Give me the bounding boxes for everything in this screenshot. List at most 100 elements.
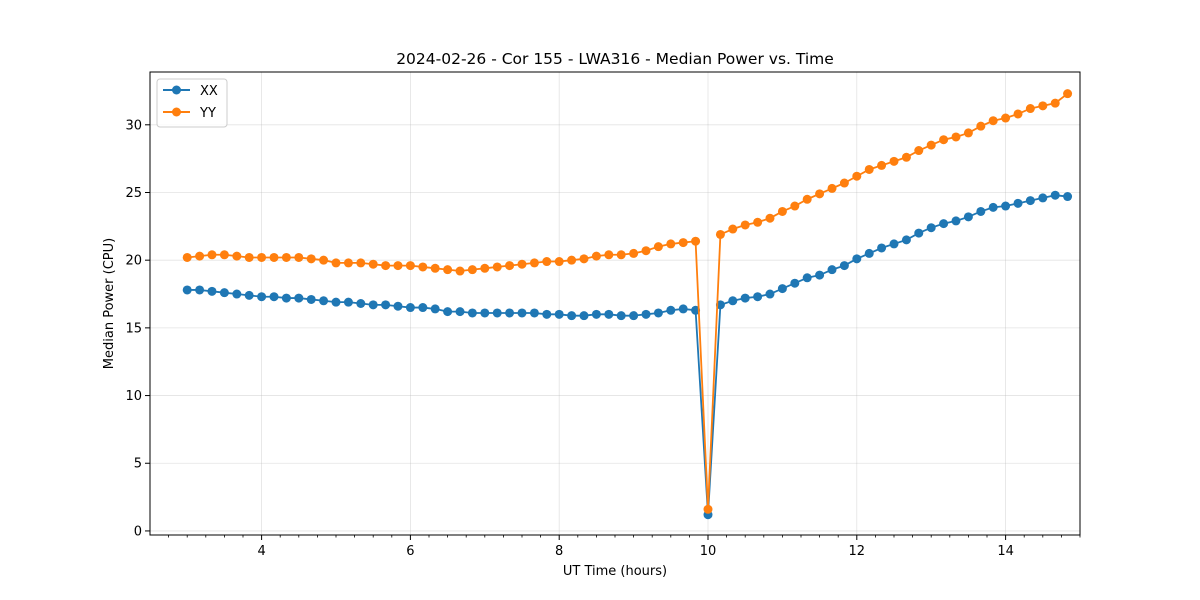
data-point-yy [815,189,825,199]
data-point-xx [480,308,490,318]
data-point-xx [269,292,279,302]
data-point-yy [579,254,589,264]
data-point-yy [1001,113,1011,123]
data-point-xx [368,300,378,310]
data-point-yy [381,261,391,271]
data-point-xx [939,219,949,229]
data-point-xx [207,286,217,296]
data-point-yy [839,178,849,188]
data-point-yy [219,250,229,260]
data-point-xx [728,296,738,306]
data-point-yy [281,252,291,262]
data-point-xx [591,309,601,319]
data-point-yy [195,251,205,261]
data-point-yy [443,265,453,275]
data-point-yy [356,258,366,268]
data-point-yy [976,121,986,131]
data-point-yy [430,263,440,273]
y-tick-label: 20 [125,254,142,269]
x-tick-label: 8 [555,544,563,559]
data-point-xx [430,304,440,314]
data-point-xx [629,311,639,321]
legend-marker-yy [172,107,181,117]
data-point-yy [567,255,577,265]
data-point-xx [777,284,787,294]
data-point-xx [505,308,515,318]
data-point-xx [405,303,415,313]
data-point-yy [629,248,639,258]
data-point-xx [889,239,899,249]
y-tick-label: 10 [125,389,142,404]
data-point-xx [306,294,316,304]
data-point-yy [306,254,316,264]
y-tick-label: 30 [125,118,142,133]
data-point-xx [914,228,924,238]
data-point-yy [1025,104,1035,114]
data-point-xx [604,309,614,319]
data-point-xx [343,297,353,307]
data-point-xx [678,304,688,314]
data-point-xx [542,309,552,319]
data-point-xx [901,235,911,245]
data-point-yy [827,183,837,193]
axis-ticks: 4 6 8 10 12 14 0 5 10 15 20 25 30 [125,118,1081,559]
data-point-yy [864,164,874,174]
data-point-xx [926,223,936,233]
data-point-yy [480,263,490,273]
data-point-yy [1038,101,1048,111]
data-point-xx [467,308,477,318]
data-point-xx [802,273,812,283]
data-point-xx [257,292,267,302]
data-point-yy [418,262,428,272]
data-point-yy [244,252,254,262]
data-point-yy [790,201,800,211]
data-point-xx [864,248,874,258]
data-point-yy [641,246,651,256]
data-point-xx [1013,198,1023,208]
data-point-xx [381,300,391,310]
data-point-xx [294,293,304,303]
data-point-yy [926,140,936,150]
data-point-yy [703,504,713,514]
data-point-yy [951,132,961,142]
data-point-yy [604,250,614,260]
data-point-xx [653,308,663,318]
data-point-xx [765,289,775,299]
data-point-yy [914,146,924,156]
data-point-xx [418,303,428,313]
data-point-yy [939,135,949,145]
data-point-yy [889,156,899,166]
data-point-yy [591,251,601,261]
data-point-yy [765,213,775,223]
data-point-xx [852,254,862,264]
x-axis-label: UT Time (hours) [563,564,667,579]
data-point-yy [616,250,626,260]
data-point-xx [641,309,651,319]
data-point-yy [393,261,403,271]
data-point-xx [666,305,676,315]
data-point-yy [1063,89,1073,99]
data-point-xx [790,278,800,288]
data-point-yy [529,258,539,268]
data-point-xx [815,270,825,280]
data-point-xx [492,308,502,318]
data-point-xx [182,285,192,295]
legend-label-xx: XX [200,84,218,99]
data-point-xx [244,290,254,300]
data-point-yy [294,252,304,262]
legend-label-yy: YY [199,106,216,121]
y-tick-label: 25 [125,186,142,201]
data-point-yy [405,261,415,271]
data-point-xx [232,289,242,299]
y-tick-label: 15 [125,321,142,336]
data-point-xx [219,288,229,298]
data-point-xx [1001,201,1011,211]
data-point-yy [542,257,552,267]
x-tick-label: 10 [700,544,717,559]
data-point-yy [715,229,725,239]
data-point-yy [517,259,527,269]
data-point-xx [616,311,626,321]
data-point-yy [232,251,242,261]
data-point-xx [753,292,763,302]
y-axis-label: Median Power (CPU) [102,238,117,369]
